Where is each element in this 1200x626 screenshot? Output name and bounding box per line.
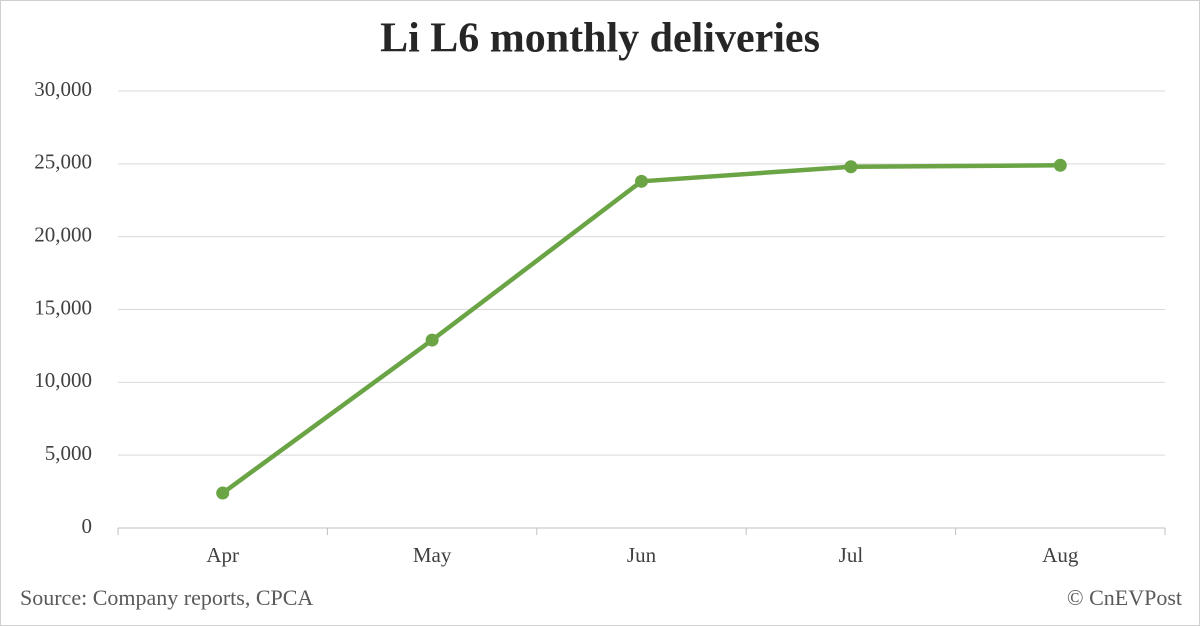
y-tick-label: 5,000 <box>45 441 92 465</box>
data-point <box>425 333 439 347</box>
y-tick-label: 25,000 <box>34 150 92 174</box>
x-tick-label: Apr <box>206 543 239 567</box>
credit-note: © CnEVPost <box>1067 585 1182 610</box>
data-point <box>216 486 230 500</box>
y-tick-label: 10,000 <box>34 368 92 392</box>
x-tick-label: May <box>413 543 452 567</box>
chart-title: Li L6 monthly deliveries <box>380 16 820 62</box>
x-tick-label: Aug <box>1042 543 1079 567</box>
data-point <box>844 160 858 174</box>
source-note: Source: Company reports, CPCA <box>20 585 313 610</box>
y-tick-label: 15,000 <box>34 295 92 319</box>
data-point <box>635 174 648 188</box>
y-tick-label: 0 <box>82 514 93 538</box>
data-point <box>1053 158 1067 172</box>
x-tick-label: Jun <box>627 543 657 567</box>
y-tick-label: 30,000 <box>34 77 92 101</box>
y-tick-label: 20,000 <box>34 222 92 246</box>
x-tick-label: Jul <box>839 543 864 567</box>
